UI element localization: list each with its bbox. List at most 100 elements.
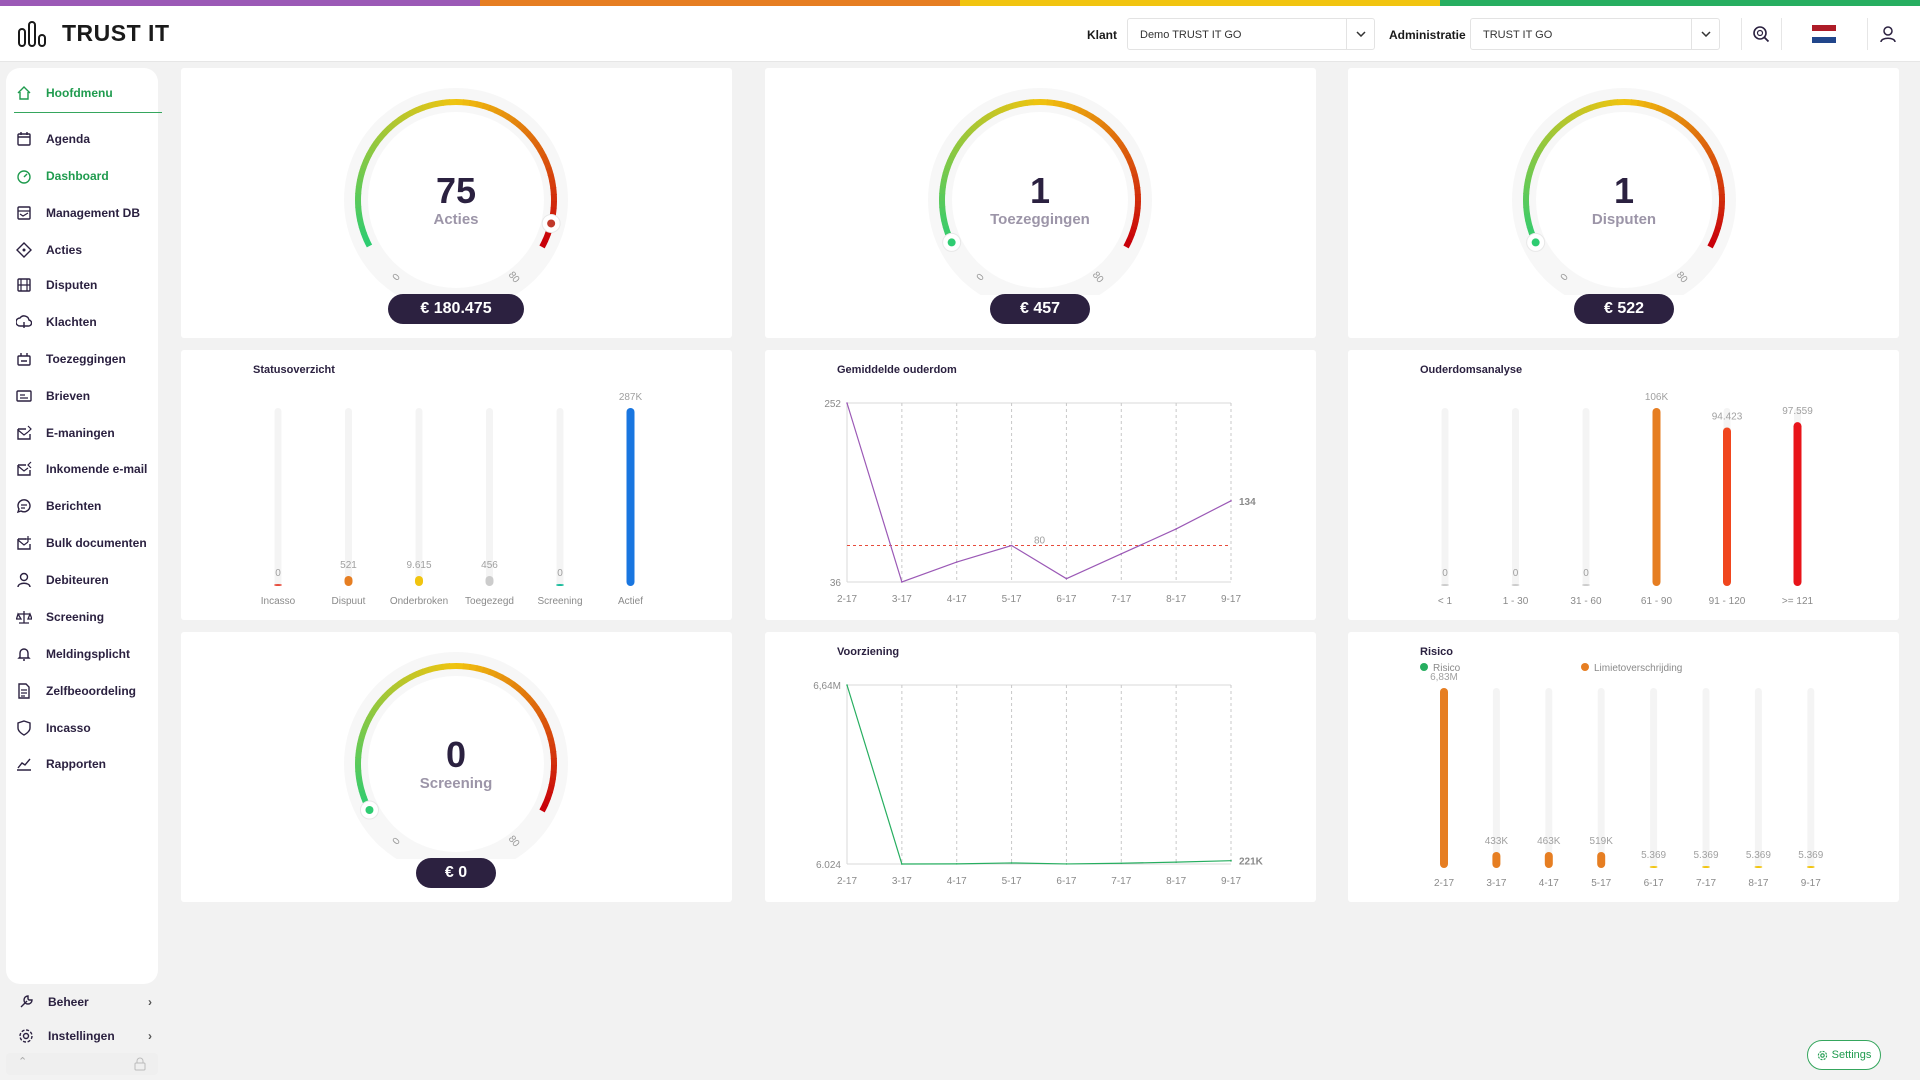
gauge-arc-segment — [1717, 180, 1725, 189]
gauge-arc-segment — [386, 685, 397, 695]
home-divider — [14, 112, 162, 113]
gauge-arc-segment — [481, 102, 491, 111]
sidebar-item-toezeggingen[interactable]: Toezeggingen — [8, 344, 148, 374]
gauge-arc-segment — [435, 663, 445, 672]
bar-value-label: 0 — [1442, 568, 1448, 579]
language-button[interactable] — [1804, 18, 1844, 50]
sidebar-item-rapporten[interactable]: Rapporten — [8, 749, 148, 779]
gauge-arc-segment — [1526, 165, 1535, 176]
sidebar-item-debiteuren[interactable]: Debiteuren — [8, 565, 148, 595]
gauge-marker-dot — [947, 238, 956, 247]
user-menu-button[interactable] — [1868, 18, 1908, 50]
klant-value: Demo TRUST IT GO — [1140, 29, 1242, 41]
data-point — [1175, 528, 1177, 530]
sidebar-item-zelfbeoordeling[interactable]: Zelfbeoordeling — [8, 676, 148, 706]
gauge-dial — [344, 88, 568, 295]
legend-label: Limietoverschrijding — [1594, 663, 1682, 674]
gauge-arc-segment — [533, 706, 544, 716]
gauge-arc-segment — [1583, 104, 1593, 113]
gauge-arc-segment — [357, 783, 365, 793]
category-label: Toegezegd — [465, 596, 514, 607]
gauge-arc-segment — [1089, 113, 1100, 124]
gauge-arc-segment — [366, 711, 376, 721]
netherlands-flag-icon — [1812, 25, 1836, 43]
gauge-arc-segment — [1526, 225, 1535, 235]
gauge-arc-segment — [546, 784, 555, 794]
category-label: 6-17 — [1056, 594, 1076, 605]
category-label: 5-17 — [1002, 594, 1022, 605]
gauge-arc-segment — [1662, 107, 1672, 117]
calendar-icon — [17, 132, 31, 146]
sidebar-item-klachten[interactable]: Klachten — [8, 307, 148, 337]
bar — [1597, 852, 1606, 868]
sidebar-item-inkomende-e-mail[interactable]: Inkomende e-mail — [8, 454, 148, 484]
gauge-arc-segment — [1071, 104, 1082, 114]
sidebar-item-beheer[interactable]: Beheer › — [6, 987, 158, 1017]
administratie-label: Administratie — [1389, 28, 1466, 42]
gauge-arc-segment — [435, 99, 445, 108]
gauge-amount-badge: € 180.475 — [388, 294, 524, 324]
collapse-toggle-icon[interactable]: ⌃ — [18, 1056, 28, 1068]
sidebar-item-management-db[interactable]: Management DB — [8, 198, 148, 228]
app-logo[interactable]: TRUST IT — [18, 20, 170, 47]
gauge-arc-segment — [1095, 117, 1105, 128]
gauge-value: 1 — [1613, 170, 1635, 211]
sidebar-item-brieven[interactable]: Brieven — [8, 381, 148, 411]
bar-value-label: 521 — [340, 560, 357, 571]
gauge-arc-segment — [462, 99, 471, 107]
gauge-arc-segment — [391, 117, 402, 127]
gauge-arc-segment — [511, 681, 521, 692]
sidebar-item-label: Inkomende e-mail — [46, 462, 148, 476]
lock-icon[interactable] — [134, 1057, 146, 1071]
gauge-label: Acties — [433, 211, 479, 228]
bar-value-label: 94.423 — [1712, 411, 1743, 422]
gauge-arc-segment — [1701, 142, 1712, 152]
gauge-arc-segment — [499, 674, 510, 684]
top-header: TRUST IT Klant Demo TRUST IT GO Administ… — [0, 6, 1920, 62]
settings-button[interactable]: Settings — [1807, 1040, 1881, 1070]
gauge-arc-segment — [363, 237, 373, 248]
gauge-dial — [344, 652, 568, 859]
gauge-arc-segment — [1603, 99, 1613, 108]
actions-icon — [16, 242, 32, 258]
sidebar-item-instellingen[interactable]: Instellingen › — [6, 1021, 158, 1051]
sidebar-item-e-maningen[interactable]: E-maningen — [8, 418, 148, 448]
sidebar-item-dashboard[interactable]: Dashboard — [8, 161, 148, 191]
gauge-marker-dot — [365, 806, 374, 815]
sidebar — [6, 68, 162, 984]
chart-card-statusoverzicht: Statusoverzicht 0 Incasso 521 Dispuut 9.615 O… — [181, 350, 732, 620]
bar-value-label: 463K — [1537, 836, 1561, 847]
gauge-amount-badge: € 457 — [990, 294, 1090, 324]
sidebar-item-disputen[interactable]: Disputen — [8, 270, 148, 300]
sidebar-item-agenda[interactable]: Agenda — [8, 124, 148, 154]
bar — [1441, 584, 1449, 586]
bar-value-label: 0 — [1583, 568, 1589, 579]
sidebar-item-acties[interactable]: Acties — [8, 235, 148, 265]
bar-value-label: 106K — [1645, 392, 1669, 403]
gauge-arc-segment — [1565, 113, 1576, 123]
klant-select[interactable]: Demo TRUST IT GO — [1127, 18, 1375, 50]
gauge-arc-segment — [1545, 130, 1555, 141]
sidebar-item-hoofdmenu[interactable]: Hoofdmenu — [8, 78, 148, 108]
gauge-arc-segment — [970, 121, 981, 131]
gauge-arc-segment — [957, 135, 967, 146]
gauge-arc-segment — [993, 107, 1003, 116]
sidebar-item-meldingsplicht[interactable]: Meldingsplicht — [8, 639, 148, 669]
gauge-arc-segment — [1716, 213, 1724, 223]
gauge-face — [1536, 112, 1712, 288]
sidebar-item-bulk-documenten[interactable]: Bulk documenten — [8, 528, 148, 558]
gear-icon — [19, 1029, 33, 1043]
gauge-arc-segment — [1713, 166, 1722, 176]
sidebar-item-screening[interactable]: Screening — [8, 602, 148, 632]
search-button[interactable] — [1741, 18, 1781, 50]
sidebar-item-incasso[interactable]: Incasso — [8, 713, 148, 743]
sidebar-item-label: Instellingen — [48, 1029, 115, 1043]
gauge-arc-segment — [1577, 107, 1587, 116]
administratie-select[interactable]: TRUST IT GO — [1470, 18, 1720, 50]
gauge-arc-segment — [550, 750, 557, 760]
gauge-arc-segment — [549, 180, 557, 189]
email-reminder-icon — [17, 425, 32, 440]
category-label: Incasso — [261, 596, 296, 607]
gauge-arc-segment — [428, 100, 438, 109]
sidebar-item-berichten[interactable]: Berichten — [8, 491, 148, 521]
